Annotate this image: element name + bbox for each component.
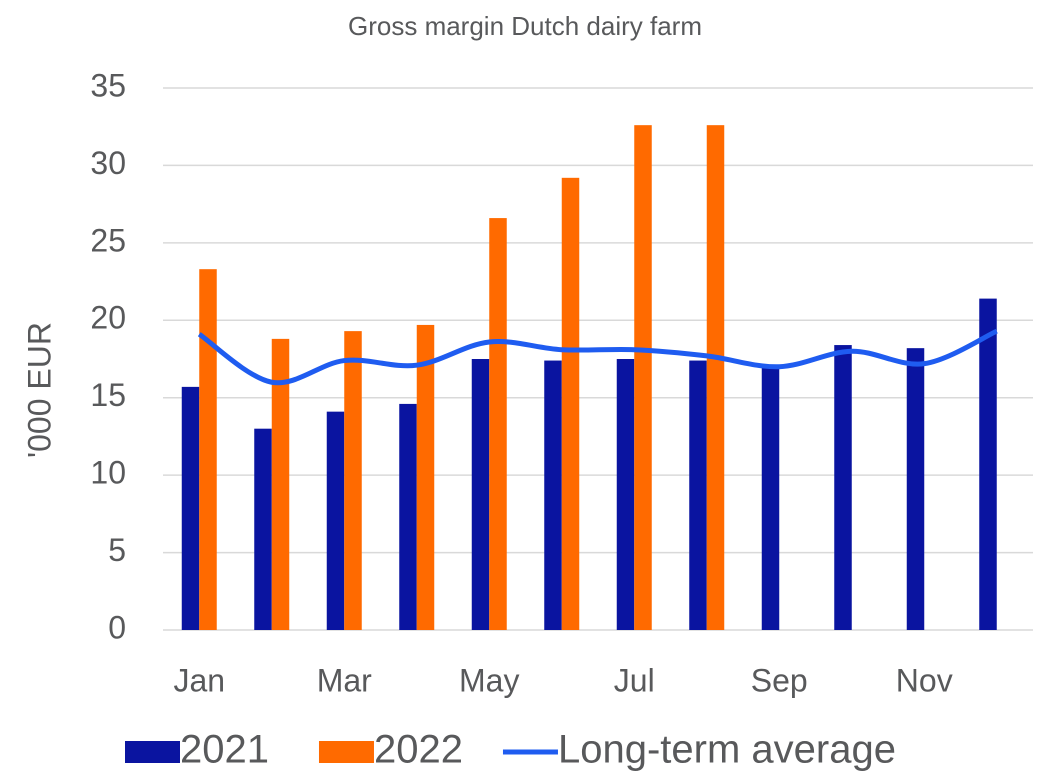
x-tick-label: Mar: [317, 662, 372, 698]
y-tick-label: 15: [90, 377, 126, 413]
x-tick-label: Nov: [896, 662, 953, 698]
bar: [254, 428, 272, 630]
legend-label: 2022: [374, 728, 463, 772]
legend-label: Long-term average: [558, 728, 896, 772]
bar: [199, 269, 217, 630]
x-tick-label: Sep: [751, 662, 808, 698]
bar: [689, 360, 707, 630]
bar: [416, 324, 435, 630]
bar: [471, 359, 490, 630]
y-tick-label: 25: [90, 222, 126, 258]
bar: [399, 403, 417, 630]
y-tick-label: 20: [90, 300, 126, 336]
bar: [181, 386, 200, 630]
bar: [616, 359, 635, 630]
legend-swatch: [318, 741, 374, 763]
x-tick-label: Jul: [614, 662, 655, 698]
bar: [561, 177, 580, 630]
bar: [906, 348, 925, 630]
y-tick-label: 0: [108, 609, 126, 645]
x-tick-label: Jan: [173, 662, 225, 698]
bar: [761, 366, 780, 630]
y-tick-label: 10: [90, 455, 126, 491]
bar: [326, 411, 345, 630]
bar: [344, 331, 362, 630]
line: [197, 328, 998, 386]
bar: [979, 298, 997, 630]
legend-swatch: [125, 741, 180, 763]
bar: [271, 338, 290, 630]
y-tick-label: 5: [108, 532, 126, 568]
bar: [489, 218, 507, 630]
bar: [706, 125, 725, 630]
bar: [834, 345, 852, 630]
chart-title: Gross margin Dutch dairy farm: [348, 11, 702, 41]
y-axis-label: '000 EUR: [21, 322, 57, 458]
bar: [544, 360, 562, 630]
legend-label: 2021: [180, 728, 269, 772]
bar: [634, 125, 652, 630]
y-tick-label: 35: [90, 67, 126, 103]
y-tick-label: 30: [90, 145, 126, 181]
x-tick-label: May: [459, 662, 519, 698]
